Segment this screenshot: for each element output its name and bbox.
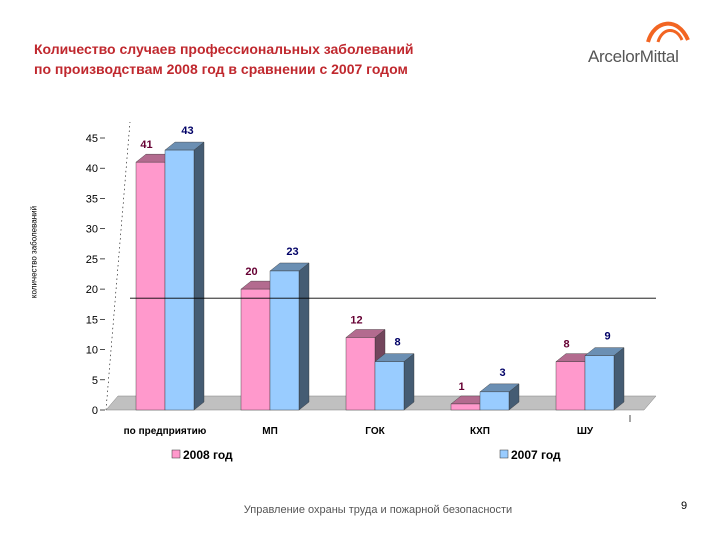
y-tick-label: 5 [92, 375, 98, 387]
title-line-1: Количество случаев профессиональных забо… [34, 41, 414, 57]
page-number: 9 [681, 500, 688, 512]
bar [164, 149, 195, 411]
data-label: 8 [394, 337, 400, 349]
bar [450, 403, 481, 411]
x-category-label: МП [262, 426, 278, 437]
legend-label: 2007 год [511, 448, 561, 462]
back-wall-edge [105, 121, 131, 411]
x-category-label: ГОК [365, 426, 385, 437]
data-label: 1 [458, 381, 464, 393]
x-category-label: по предприятию [124, 426, 207, 437]
bar [269, 270, 300, 411]
data-label: 12 [350, 314, 362, 326]
bar [479, 391, 510, 411]
data-label: 20 [245, 266, 257, 278]
y-tick-label: 35 [86, 193, 98, 205]
data-label: 8 [563, 339, 569, 351]
x-category-label: КХП [470, 426, 490, 437]
logo-arc-icon [646, 21, 690, 43]
bar [555, 361, 586, 411]
arcelormittal-logo: ArcelorMittal [584, 14, 694, 70]
y-tick-label: 20 [86, 284, 98, 296]
data-label: 9 [604, 331, 610, 343]
bar [584, 355, 615, 411]
y-tick-label: 0 [92, 405, 98, 417]
y-tick-label: 45 [86, 133, 98, 145]
bar [374, 361, 405, 411]
bar-side [193, 141, 205, 411]
data-label: 41 [140, 139, 152, 151]
bar-side [298, 262, 310, 411]
bar [240, 288, 271, 411]
legend-swatch [499, 449, 509, 459]
bar [345, 337, 376, 411]
legend-label: 2008 год [183, 448, 233, 462]
data-label: 23 [286, 246, 298, 258]
slide-title: Количество случаев профессиональных забо… [34, 39, 554, 79]
legend-swatch [171, 449, 181, 459]
data-label: 43 [181, 125, 193, 137]
y-tick-label: 10 [86, 345, 98, 357]
logo-text: ArcelorMittal [588, 47, 679, 66]
x-category-label: ШУ [577, 426, 594, 437]
footer-text: Управление охраны труда и пожарной безоп… [243, 504, 513, 516]
bar-side [403, 353, 415, 411]
bar-side [613, 347, 625, 411]
y-tick-label: 25 [86, 254, 98, 266]
title-line-2: по производствам 2008 год в сравнении с … [34, 61, 408, 77]
y-tick-label: 15 [86, 314, 98, 326]
y-tick-label: 30 [86, 224, 98, 236]
y-tick-label: 40 [86, 163, 98, 175]
data-label: 3 [499, 367, 505, 379]
bar [135, 161, 166, 411]
